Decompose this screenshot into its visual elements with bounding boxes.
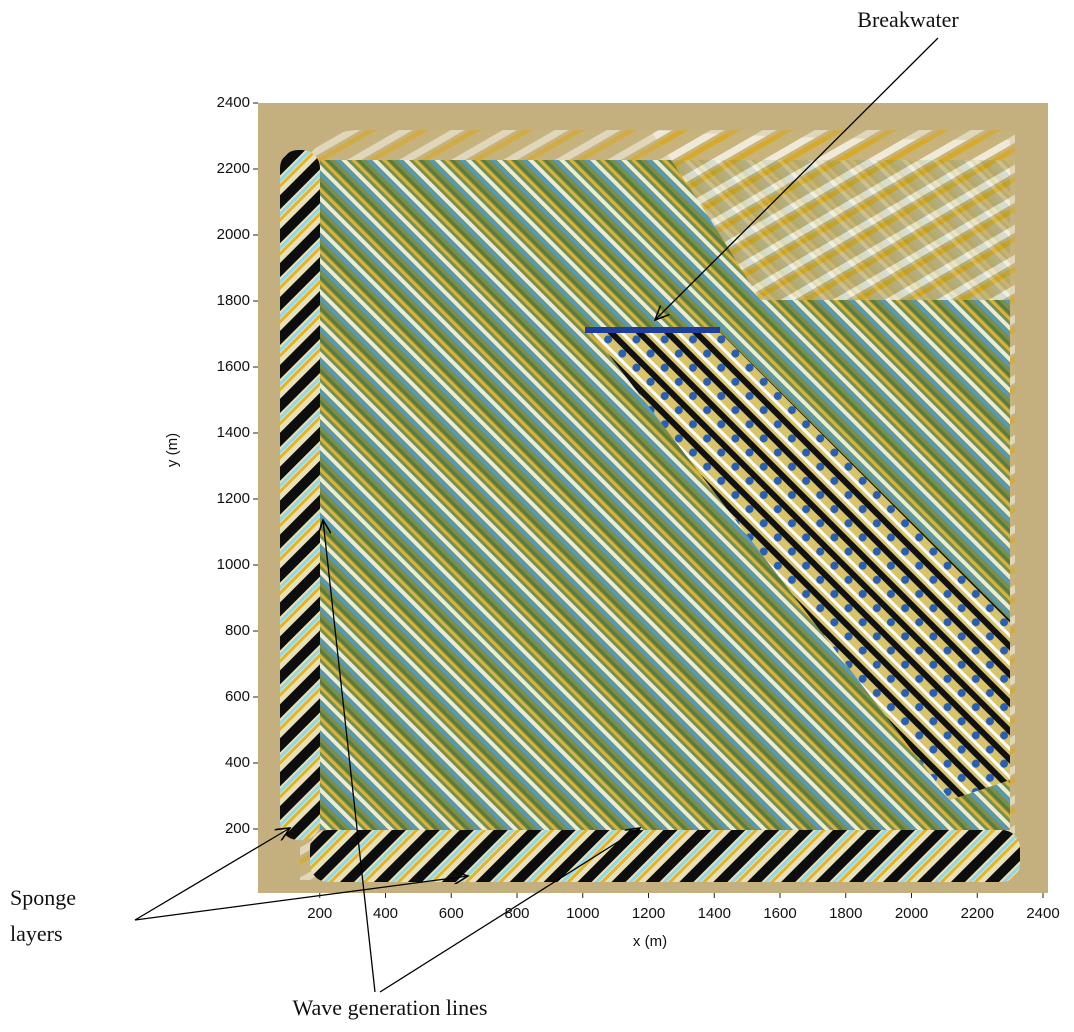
- x-tick-label: 800: [504, 905, 529, 922]
- y-tick-label: 600: [225, 688, 250, 705]
- annotation: layers: [10, 921, 63, 946]
- y-tick-label: 2200: [217, 160, 250, 177]
- y-tick-label: 800: [225, 622, 250, 639]
- x-tick-label: 2400: [1026, 905, 1059, 922]
- y-tick-label: 200: [225, 820, 250, 837]
- x-tick-label: 2000: [895, 905, 928, 922]
- x-tick-label: 2200: [961, 905, 994, 922]
- y-axis-label: y (m): [164, 433, 181, 467]
- y-tick-label: 1400: [217, 424, 250, 441]
- x-tick-label: 1200: [632, 905, 665, 922]
- y-tick-label: 1600: [217, 358, 250, 375]
- y-tick-label: 2000: [217, 226, 250, 243]
- y-tick-label: 1800: [217, 292, 250, 309]
- annotation: Wave generation lines: [293, 995, 488, 1020]
- x-tick-label: 200: [307, 905, 332, 922]
- sponge-left: [280, 150, 320, 840]
- x-tick-label: 600: [439, 905, 464, 922]
- x-tick-label: 1400: [698, 905, 731, 922]
- y-tick-label: 1200: [217, 490, 250, 507]
- x-tick-label: 1000: [566, 905, 599, 922]
- sponge-bottom: [310, 830, 1020, 882]
- x-tick-label: 400: [373, 905, 398, 922]
- y-tick-label: 1000: [217, 556, 250, 573]
- x-tick-label: 1600: [763, 905, 796, 922]
- x-tick-label: 1800: [829, 905, 862, 922]
- x-axis-label: x (m): [633, 933, 667, 950]
- annotation: Sponge: [10, 885, 76, 910]
- y-tick-label: 2400: [217, 94, 250, 111]
- annotation: Breakwater: [857, 7, 959, 32]
- breakwater: [585, 327, 720, 333]
- y-tick-label: 400: [225, 754, 250, 771]
- chart: y (m) x (m) Breakwater Sponge layers Wav…: [0, 0, 1074, 1032]
